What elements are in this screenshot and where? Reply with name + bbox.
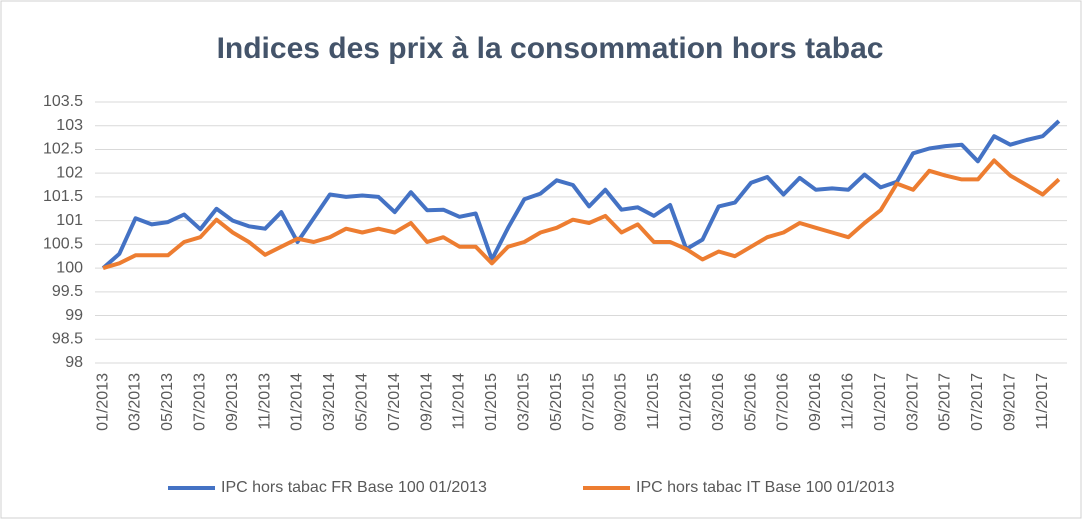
x-tick-label: 03/2017: [904, 373, 921, 431]
x-tick-label: 11/2015: [645, 373, 662, 430]
y-tick-label: 102.5: [43, 141, 83, 158]
x-tick-label: 03/2015: [516, 373, 533, 431]
y-tick-label: 99: [65, 307, 83, 324]
x-tick-label: 07/2016: [775, 373, 792, 431]
x-tick-label: 05/2013: [159, 373, 176, 431]
chart-title: Indices des prix à la consommation hors …: [217, 32, 884, 65]
legend-label: IPC hors tabac IT Base 100 01/2013: [636, 479, 895, 496]
legend-label: IPC hors tabac FR Base 100 01/2013: [221, 479, 487, 496]
y-tick-label: 102: [56, 164, 83, 181]
x-tick-label: 07/2014: [386, 373, 403, 431]
x-tick-label: 07/2015: [580, 373, 597, 431]
x-tick-label: 05/2015: [548, 373, 565, 431]
x-tick-label: 05/2016: [742, 373, 759, 431]
x-tick-label: 07/2017: [969, 373, 986, 431]
x-tick-label: 09/2015: [613, 373, 630, 431]
x-tick-label: 05/2014: [354, 373, 371, 431]
x-tick-label: 01/2016: [678, 373, 695, 431]
x-tick-label: 01/2014: [289, 373, 306, 431]
y-tick-label: 100: [56, 259, 83, 276]
series-line: [102, 158, 1061, 271]
y-tick-label: 101.5: [43, 188, 83, 205]
y-tick-label: 98.5: [52, 330, 83, 347]
x-tick-label: 09/2016: [807, 373, 824, 431]
series-line: [101, 119, 1061, 270]
x-tick-label: 05/2017: [937, 373, 954, 431]
y-tick-label: 103.5: [43, 93, 83, 110]
x-tick-label: 11/2016: [840, 373, 857, 430]
x-tick-label: 11/2013: [256, 373, 273, 430]
x-tick-label: 01/2015: [483, 373, 500, 431]
y-tick-label: 101: [56, 212, 83, 229]
x-tick-label: 01/2013: [94, 373, 111, 431]
x-tick-label: 03/2013: [127, 373, 144, 431]
x-tick-label: 11/2017: [1034, 373, 1051, 430]
x-tick-label: 07/2013: [192, 373, 209, 431]
y-tick-label: 99.5: [52, 283, 83, 300]
y-tick-label: 100.5: [43, 236, 83, 253]
x-tick-label: 03/2016: [710, 373, 727, 431]
x-tick-label: 09/2017: [1002, 373, 1019, 431]
y-tick-label: 103: [56, 117, 83, 134]
x-tick-label: 09/2013: [224, 373, 241, 431]
x-tick-label: 01/2017: [872, 373, 889, 431]
y-tick-label: 98: [65, 354, 83, 371]
x-tick-label: 03/2014: [321, 373, 338, 431]
x-tick-label: 11/2014: [451, 373, 468, 430]
x-tick-label: 09/2014: [418, 373, 435, 431]
